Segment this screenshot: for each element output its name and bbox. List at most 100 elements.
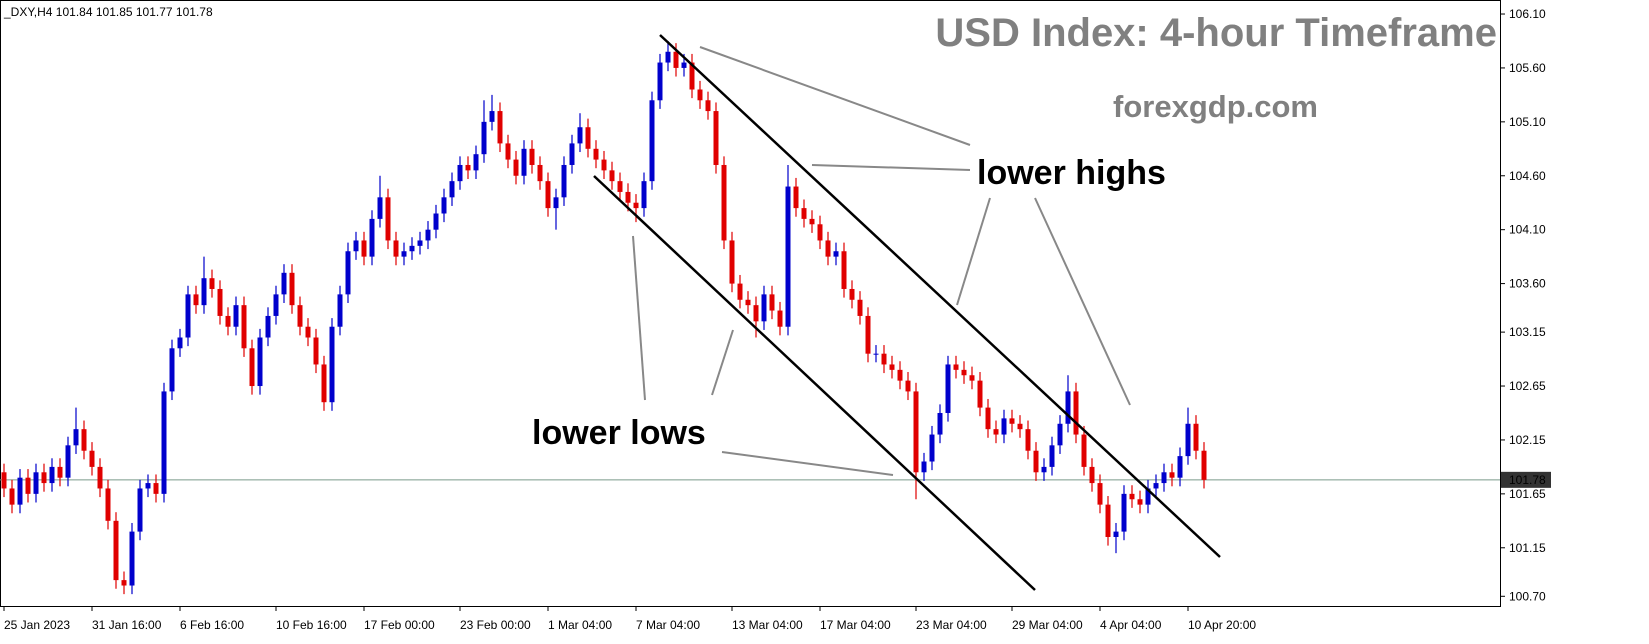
x-tick-label: 17 Feb 00:00 (364, 618, 435, 632)
candle-body (897, 369, 903, 381)
pointer-lines (632, 46, 1131, 476)
candle-body (57, 466, 63, 478)
candle-body (673, 51, 679, 68)
candle-body (937, 412, 943, 435)
candle-body (1169, 472, 1175, 478)
pointer-line (632, 235, 646, 401)
candle-body (169, 348, 175, 392)
candle-body (233, 305, 239, 327)
candle-body (977, 380, 983, 408)
candle-body (505, 143, 511, 160)
candle-body (249, 348, 255, 387)
candle-body (993, 429, 999, 435)
y-tick-label: 101.65 (1509, 487, 1546, 501)
candle-body (1153, 483, 1159, 489)
candle-body (529, 148, 535, 165)
candle-body (1033, 450, 1039, 473)
candle-body (193, 294, 199, 306)
candle-body (793, 186, 799, 209)
candle-body (1201, 450, 1207, 480)
candle-body (737, 283, 743, 300)
candle-body (833, 251, 839, 257)
candle-body (1113, 531, 1119, 537)
x-tick-label: 17 Mar 04:00 (820, 618, 891, 632)
candle-body (305, 326, 311, 338)
candle-body (809, 218, 815, 225)
candle-body (521, 148, 527, 176)
candle-body (601, 159, 607, 171)
candle-body (465, 164, 471, 171)
candle-body (1161, 472, 1167, 484)
candle-body (729, 240, 735, 284)
x-tick-label: 6 Feb 16:00 (180, 618, 244, 632)
candle-body (593, 148, 599, 160)
candle-body (321, 364, 327, 403)
symbol-info: _DXY,H4 101.84 101.85 101.77 101.78 (3, 5, 213, 19)
y-tick-label: 102.65 (1509, 379, 1546, 393)
candle-body (73, 429, 79, 446)
candle-body (1025, 429, 1031, 451)
candle-body (1121, 493, 1127, 532)
candle-body (65, 445, 71, 478)
plot-frame (0, 0, 1501, 607)
candle-body (881, 353, 887, 365)
candle-body (545, 181, 551, 209)
candle-body (353, 240, 359, 252)
candle-body (129, 531, 135, 586)
candle-body (497, 111, 503, 144)
candle-body (1041, 466, 1047, 473)
candle-body (857, 299, 863, 316)
x-tick-label: 7 Mar 04:00 (636, 618, 700, 632)
candle-body (1009, 418, 1015, 424)
x-tick-label: 10 Apr 20:00 (1188, 618, 1256, 632)
candle-body (1001, 418, 1007, 435)
candle-body (1, 472, 7, 489)
candle-body (633, 202, 639, 209)
candle-body (769, 294, 775, 311)
candle-body (209, 278, 215, 289)
candle-body (745, 299, 751, 306)
y-tick-label: 104.60 (1509, 169, 1546, 183)
candle-body (217, 288, 223, 316)
candle-body (25, 477, 31, 494)
x-tick-label: 25 Jan 2023 (4, 618, 70, 632)
candle-body (41, 472, 47, 484)
upper-trend-line (659, 34, 1221, 558)
candle-body (785, 186, 791, 327)
candle-body (241, 305, 247, 349)
candle-body (913, 391, 919, 473)
candle-body (489, 111, 495, 122)
candle-body (697, 89, 703, 101)
candle-body (449, 181, 455, 198)
candle-body (985, 407, 991, 430)
candle-body (201, 278, 207, 306)
y-tick-label: 100.70 (1509, 589, 1546, 603)
candle-body (97, 466, 103, 489)
x-tick-label: 13 Mar 04:00 (732, 618, 803, 632)
candle-body (609, 170, 615, 182)
x-tick-label: 29 Mar 04:00 (1012, 618, 1083, 632)
candle-body (969, 375, 975, 381)
candle-body (137, 488, 143, 532)
candle-body (929, 434, 935, 462)
candle-body (569, 143, 575, 165)
candle-body (1145, 488, 1151, 505)
candle-body (361, 240, 367, 257)
candle-body (1137, 499, 1143, 505)
candle-body (345, 251, 351, 295)
candle-body (801, 208, 807, 219)
candle-body (145, 483, 151, 489)
last-price-box (1501, 471, 1551, 488)
candle-body (657, 62, 663, 101)
candle-body (297, 305, 303, 327)
candle-body (265, 315, 271, 338)
y-tick-label: 101.15 (1509, 541, 1546, 555)
candle-body (289, 272, 295, 306)
candle-body (553, 197, 559, 209)
candle-body (393, 240, 399, 257)
candle-body (513, 159, 519, 176)
candle-body (337, 294, 343, 327)
candle-body (1089, 466, 1095, 484)
candle-body (1065, 391, 1071, 424)
